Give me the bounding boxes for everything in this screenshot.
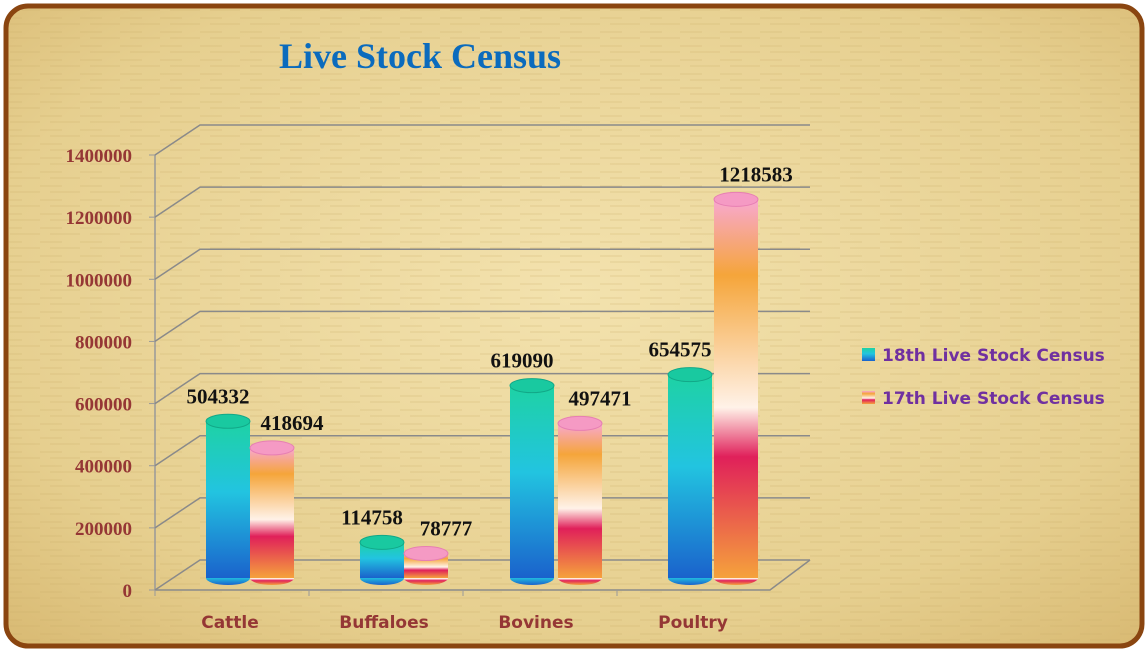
grid-line [154, 434, 810, 467]
bar-top [359, 534, 405, 550]
legend-label: 18th Live Stock Census [882, 346, 1105, 366]
floor [155, 559, 811, 591]
x-tick-label: Buffaloes [339, 613, 428, 633]
y-tick-label: 1000000 [66, 270, 133, 291]
grid-line [154, 559, 810, 591]
grid-line [154, 186, 810, 218]
x-tick-label: Bovines [498, 613, 573, 633]
grid-line [154, 497, 810, 529]
bar [510, 385, 554, 578]
data-label: 114758 [341, 505, 403, 529]
grid-line [154, 372, 810, 405]
y-tick-label: 200000 [75, 519, 132, 540]
bar [558, 423, 602, 578]
y-tick-label: 600000 [75, 395, 132, 416]
bar-top [557, 415, 603, 431]
bar-top [249, 440, 295, 456]
data-label: 78777 [420, 517, 473, 541]
grid-line [154, 310, 810, 343]
x-tick-label: Poultry [658, 613, 728, 633]
y-tick-label: 1400000 [66, 146, 133, 167]
legend-marker [862, 348, 875, 361]
y-tick-label: 0 [123, 581, 133, 602]
data-label: 497471 [569, 386, 632, 410]
bar-top [713, 191, 759, 207]
y-tick-label: 400000 [75, 457, 132, 478]
data-label: 504332 [187, 384, 250, 408]
bar [206, 421, 250, 578]
bar-top [509, 378, 555, 394]
bar [668, 374, 712, 578]
bar-top [667, 367, 713, 383]
data-label: 418694 [261, 411, 325, 435]
bar [714, 199, 758, 579]
legend-marker [862, 391, 875, 404]
y-tick-label: 1200000 [66, 208, 133, 229]
bar-top [205, 413, 251, 429]
legend-label: 17th Live Stock Census [882, 389, 1105, 409]
bar-top [403, 546, 449, 562]
y-tick-label: 800000 [75, 332, 132, 353]
data-label: 1218583 [719, 162, 793, 186]
data-label: 654575 [649, 338, 712, 362]
x-tick-label: Cattle [201, 613, 259, 633]
chart-title: Live Stock Census [279, 36, 561, 76]
bar [250, 447, 294, 578]
grid-line [154, 124, 810, 156]
grid-line [154, 248, 810, 280]
data-label: 619090 [491, 349, 554, 373]
